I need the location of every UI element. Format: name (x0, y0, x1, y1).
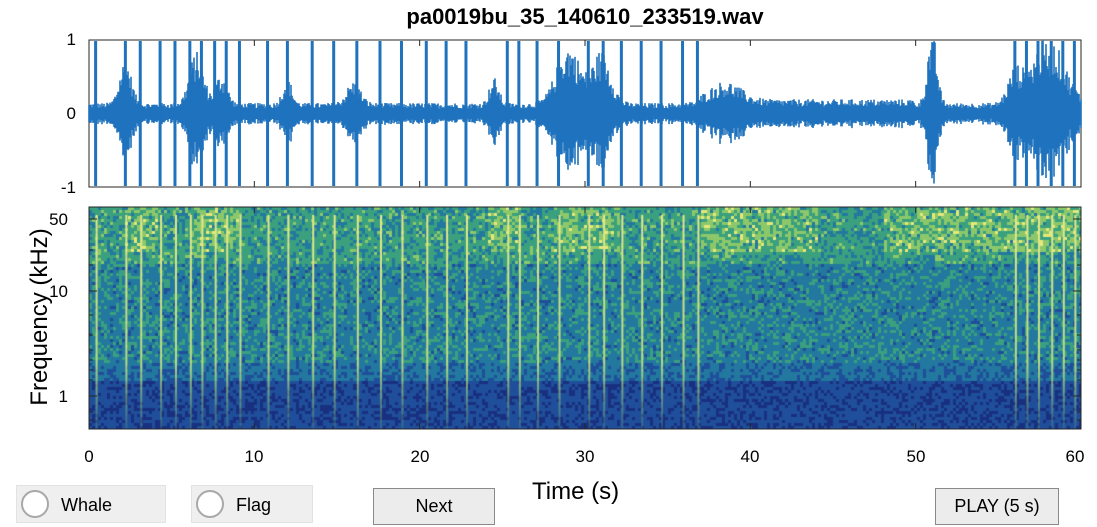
spectrogram-ytick-10: 10 (49, 282, 68, 301)
spectrogram-image (89, 207, 1081, 429)
time-axis-label: Time (s) (532, 478, 620, 505)
spectrogram-axes (88, 206, 1082, 430)
xtick-60: 60 (1065, 447, 1085, 466)
spectrogram-ytick-1: 1 (58, 387, 68, 406)
spectrogram-ytick-50: 50 (49, 210, 68, 229)
xtick-30: 30 (575, 447, 595, 466)
whale-radio-circle[interactable] (21, 490, 49, 518)
figure-title: pa0019bu_35_140610_233519.wav (406, 4, 764, 29)
xtick-40: 40 (740, 447, 760, 466)
xtick-20: 20 (410, 447, 430, 466)
waveform-plot (88, 39, 1082, 188)
flag-radio[interactable]: Flag (191, 485, 313, 523)
xtick-10: 10 (244, 447, 264, 466)
play-button[interactable]: PLAY (5 s) (935, 488, 1059, 525)
waveform-ytick-1: 1 (66, 30, 76, 49)
waveform-ytick-0: 0 (66, 104, 76, 123)
next-button[interactable]: Next (373, 488, 495, 525)
frequency-axis-label: Frequency (kHz) (26, 228, 53, 406)
flag-radio-label: Flag (236, 495, 272, 515)
waveform-ytick-neg1: -1 (60, 178, 76, 197)
whale-radio[interactable]: Whale (16, 485, 166, 523)
whale-radio-label: Whale (61, 495, 113, 515)
flag-radio-circle[interactable] (196, 490, 224, 518)
xtick-0: 0 (84, 447, 94, 466)
xtick-50: 50 (906, 447, 926, 466)
